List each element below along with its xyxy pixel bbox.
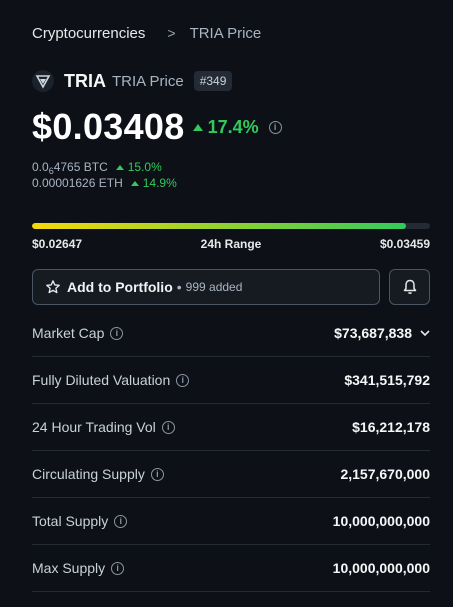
bell-icon <box>403 279 416 294</box>
stat-label: Max Supply <box>32 560 106 576</box>
24h-range-bar <box>32 223 430 229</box>
stat-row-market-cap: Market Cap i $73,687,838 <box>32 310 430 357</box>
eth-price-row: 0.00001626 ETH 14.9% <box>32 176 177 190</box>
tria-logo-icon <box>32 70 54 92</box>
info-icon[interactable]: i <box>110 326 124 340</box>
range-label: 24h Range <box>200 237 262 251</box>
portfolio-separator: • <box>176 279 182 295</box>
chevron-down-icon <box>420 330 430 337</box>
stat-label: Market Cap <box>32 325 105 341</box>
breadcrumb: Cryptocurrencies > TRIA Price <box>32 24 261 42</box>
info-icon[interactable]: i <box>150 467 164 481</box>
stat-value: 10,000,000,000 <box>332 560 430 576</box>
breadcrumb-cryptocurrencies-link[interactable]: Cryptocurrencies <box>32 24 146 42</box>
portfolio-count: 999 added <box>185 280 243 294</box>
price-change: 17.4% <box>192 116 259 138</box>
stat-label: Total Supply <box>32 513 109 529</box>
coin-subtitle: TRIA Price <box>112 72 184 90</box>
stat-value: 2,157,670,000 <box>340 466 430 482</box>
eth-price: 0.00001626 ETH <box>32 176 123 190</box>
stat-row-circulating-supply: Circulating Supply i 2,157,670,000 <box>32 451 430 498</box>
info-icon[interactable]: i <box>114 514 128 528</box>
add-to-portfolio-button[interactable]: Add to Portfolio • 999 added <box>32 269 380 305</box>
rank-badge: #349 <box>193 71 233 91</box>
market-cap-toggle[interactable]: $73,687,838 <box>334 325 430 341</box>
info-icon[interactable]: i <box>161 420 175 434</box>
star-icon <box>46 280 60 294</box>
stat-label: Circulating Supply <box>32 466 145 482</box>
price-alert-button[interactable] <box>389 269 430 305</box>
btc-price-row: 0.064765 BTC 15.0% <box>32 160 162 176</box>
up-arrow-icon <box>192 123 203 131</box>
eth-change: 14.9% <box>130 176 177 190</box>
stats-table: Market Cap i $73,687,838 Fully Diluted Va… <box>32 310 430 592</box>
info-icon[interactable]: i <box>176 373 190 387</box>
stat-value: 10,000,000,000 <box>332 513 430 529</box>
stat-label: Fully Diluted Valuation <box>32 372 171 388</box>
btc-change: 15.0% <box>115 160 162 174</box>
stat-label: 24 Hour Trading Vol <box>32 419 156 435</box>
coin-header: TRIA TRIA Price #349 <box>32 69 233 93</box>
current-price: $0.03408 <box>32 106 185 147</box>
breadcrumb-current: TRIA Price <box>189 24 262 42</box>
stat-value: $73,687,838 <box>334 325 412 341</box>
range-low: $0.02647 <box>32 237 83 251</box>
stat-row-fdv: Fully Diluted Valuation i $341,515,792 <box>32 357 430 404</box>
portfolio-label: Add to Portfolio <box>67 279 173 295</box>
range-high: $0.03459 <box>379 237 430 251</box>
coin-name: TRIA <box>64 70 106 91</box>
stat-row-total-supply: Total Supply i 10,000,000,000 <box>32 498 430 545</box>
24h-range-labels: $0.02647 24h Range $0.03459 <box>32 237 430 251</box>
breadcrumb-separator: > <box>167 25 176 41</box>
up-arrow-icon <box>130 180 139 186</box>
stat-row-max-supply: Max Supply i 10,000,000,000 <box>32 545 430 592</box>
stat-value: $341,515,792 <box>344 372 430 388</box>
info-icon[interactable]: i <box>111 561 125 575</box>
24h-range-fill <box>32 223 407 229</box>
stat-value: $16,212,178 <box>352 419 430 435</box>
info-icon[interactable]: i <box>268 120 282 134</box>
price-row: $0.03408 17.4% i <box>32 105 282 149</box>
up-arrow-icon <box>115 164 124 170</box>
price-change-value: 17.4% <box>207 116 259 137</box>
stat-row-volume: 24 Hour Trading Vol i $16,212,178 <box>32 404 430 451</box>
btc-price: 0.064765 BTC <box>32 160 108 176</box>
